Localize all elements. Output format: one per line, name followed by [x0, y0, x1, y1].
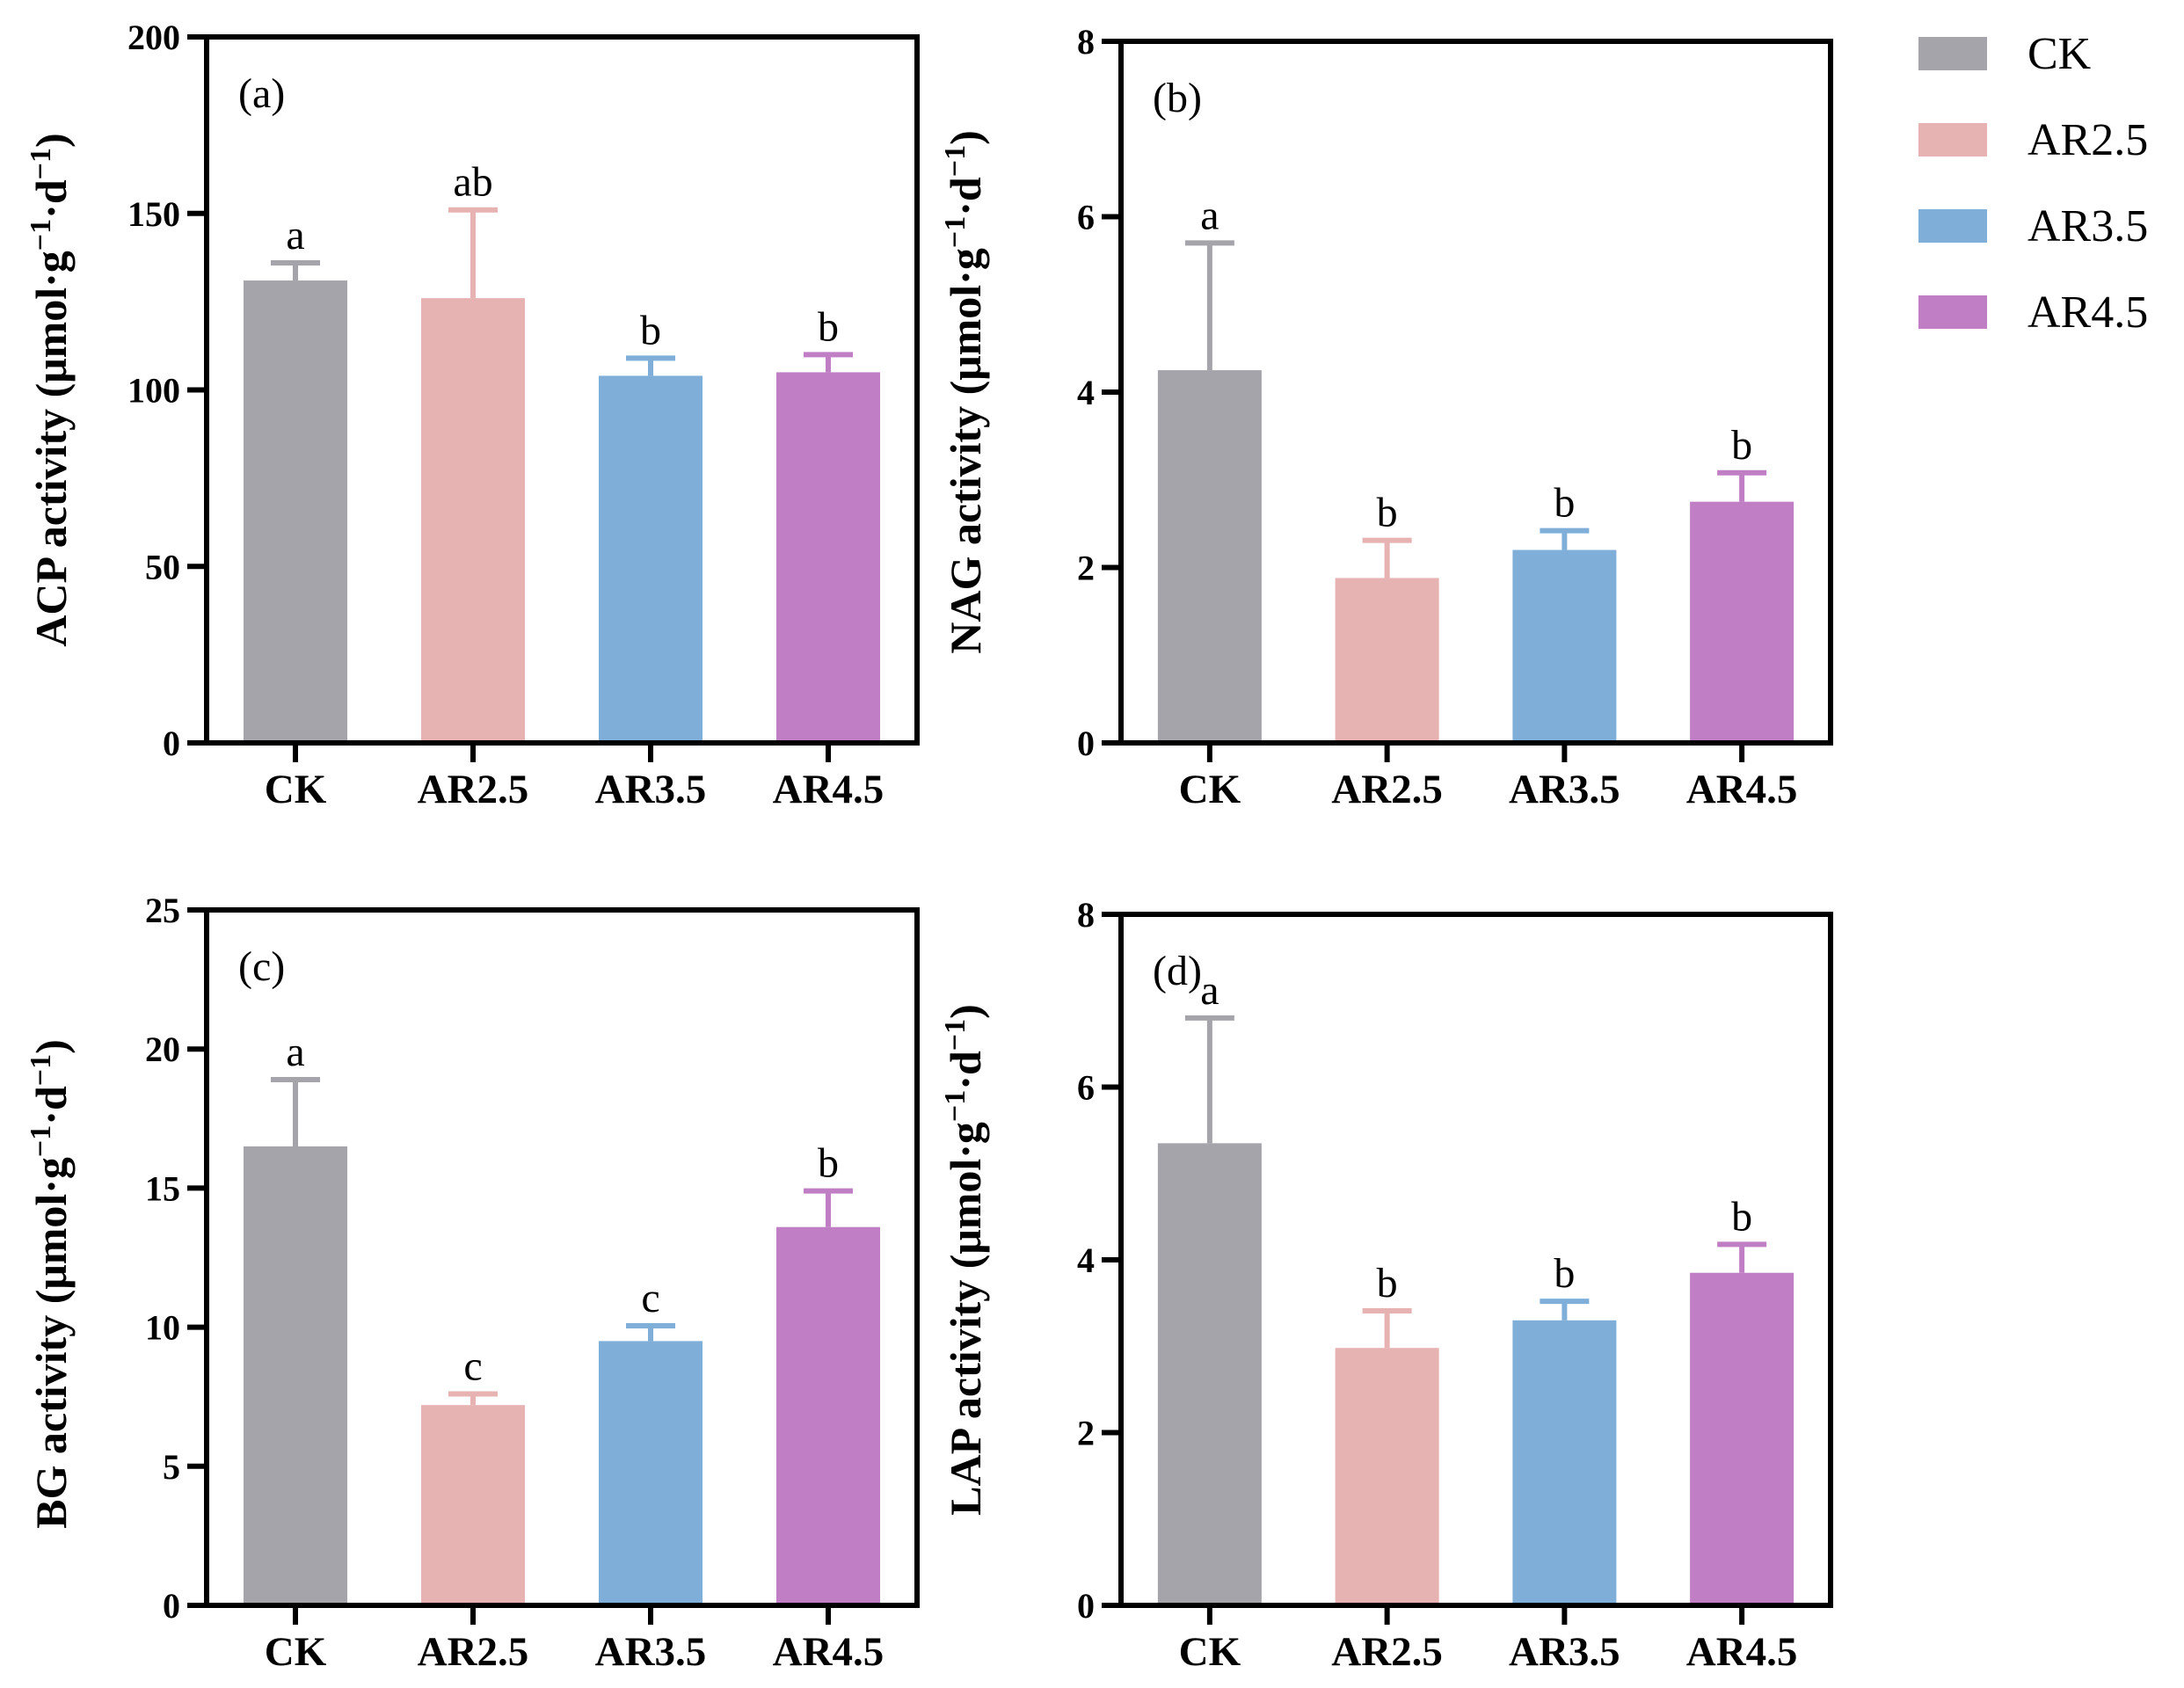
x-tick-label: AR4.5	[1686, 767, 1798, 812]
significance-label: b	[1731, 422, 1752, 469]
legend-item: CK	[1918, 29, 2092, 79]
significance-label: ab	[453, 159, 492, 206]
significance-label: c	[463, 1343, 482, 1390]
y-tick-label: 2	[1077, 1414, 1095, 1453]
y-tick-label: 4	[1077, 1241, 1095, 1280]
y-tick-label: 4	[1077, 373, 1095, 412]
panel-b: a b b b 0 2 4 6 8 CK AR2.5 AR3.5 AR4.5 (b) NAG activit…	[939, 22, 1833, 812]
bar-ck	[244, 280, 347, 743]
significance-label: b	[1377, 1260, 1398, 1306]
y-tick-label: 5	[163, 1447, 180, 1487]
y-tick-label: 8	[1077, 895, 1095, 935]
y-tick-label: 15	[145, 1168, 180, 1208]
x-tick-label: AR2.5	[1331, 1629, 1443, 1675]
x-tick-label: AR2.5	[418, 1629, 529, 1675]
x-tick-label: AR2.5	[1331, 767, 1443, 812]
bar-ar25	[1335, 578, 1439, 743]
y-tick-label: 2	[1077, 549, 1095, 588]
bar-ar35	[1512, 549, 1617, 743]
y-tick-label: 0	[1077, 1586, 1095, 1626]
bar-ar45	[1690, 501, 1795, 743]
significance-label: a	[1200, 192, 1219, 238]
x-tick-label: AR4.5	[773, 767, 885, 812]
bar-ar25	[1335, 1348, 1439, 1605]
axis-frame	[204, 907, 920, 1608]
bar-ar45	[776, 1226, 880, 1605]
bar-ck	[1157, 370, 1262, 743]
y-axis-title: BG activity (μmol·g−1·d−1)	[25, 1039, 76, 1529]
significance-label: b	[640, 307, 661, 353]
legend-swatch	[1918, 209, 1987, 243]
y-tick-label: 8	[1077, 22, 1095, 62]
legend-swatch	[1918, 295, 1987, 329]
x-tick-label: CK	[1179, 767, 1241, 812]
significance-label: a	[286, 212, 304, 258]
significance-label: b	[1554, 480, 1575, 527]
y-tick-label: 100	[127, 371, 180, 411]
x-tick-label: AR3.5	[1509, 767, 1620, 812]
y-axis-title: ACP activity (μmol·g−1·d−1)	[25, 133, 76, 646]
significance-label: a	[286, 1029, 304, 1075]
legend-swatch	[1918, 123, 1987, 156]
bar-ar45	[776, 372, 880, 743]
significance-label: a	[1200, 967, 1219, 1014]
legend-label: AR4.5	[2027, 287, 2148, 338]
bar-ar35	[599, 375, 703, 743]
bar-ar35	[1512, 1320, 1617, 1605]
legend-item: AR3.5	[1918, 201, 2148, 251]
x-tick-label: CK	[265, 767, 327, 812]
x-tick-label: CK	[1179, 1629, 1241, 1675]
panel-letter: (d)	[1153, 948, 1202, 994]
x-tick-label: AR2.5	[418, 767, 529, 812]
significance-label: b	[1554, 1250, 1575, 1297]
y-tick-label: 150	[127, 194, 180, 234]
y-tick-label: 10	[145, 1308, 180, 1348]
legend-label: CK	[2027, 29, 2092, 79]
panel-letter: (b)	[1153, 75, 1202, 121]
y-tick-label: 25	[145, 891, 180, 930]
panel-letter: (c)	[238, 943, 285, 990]
x-tick-label: AR3.5	[595, 1629, 707, 1675]
legend-item: AR4.5	[1918, 287, 2148, 338]
significance-label: c	[641, 1275, 659, 1321]
bar-ck	[1157, 1143, 1262, 1605]
y-tick-label: 0	[163, 724, 180, 763]
legend: CK AR2.5 AR3.5 AR4.5	[1918, 29, 2148, 338]
x-tick-label: CK	[265, 1629, 327, 1675]
x-tick-label: AR4.5	[773, 1629, 885, 1675]
panel-letter: (a)	[238, 70, 285, 117]
y-tick-label: 20	[145, 1030, 180, 1069]
legend-label: AR3.5	[2027, 201, 2148, 251]
y-axis-title: LAP activity (μmol·g−1·d−1)	[939, 1004, 990, 1516]
panel-a: a ab b b 0 50 100 150 200 CK AR2.5 AR3.5 AR4.5 (a) ACP…	[25, 18, 920, 812]
significance-label: b	[818, 1140, 839, 1187]
y-tick-label: 6	[1077, 198, 1095, 237]
legend-label: AR2.5	[2027, 115, 2148, 165]
y-tick-label: 50	[145, 547, 180, 586]
bar-ar25	[421, 1405, 525, 1605]
y-tick-label: 6	[1077, 1068, 1095, 1108]
legend-item: AR2.5	[1918, 115, 2148, 165]
panel-c: a c c b 0 5 10 15 20 25 CK AR2.5 AR3.5 AR4.5 (c) BG act…	[25, 891, 920, 1675]
bar-ar45	[1690, 1272, 1795, 1605]
x-tick-label: AR4.5	[1686, 1629, 1798, 1675]
bar-ck	[244, 1146, 347, 1605]
y-tick-label: 200	[127, 18, 180, 57]
bar-ar25	[421, 298, 525, 743]
bar-ar35	[599, 1341, 703, 1605]
y-tick-label: 0	[1077, 724, 1095, 763]
x-tick-label: AR3.5	[595, 767, 707, 812]
y-tick-label: 0	[163, 1586, 180, 1626]
panel-d: a b b b 0 2 4 6 8 CK AR2.5 AR3.5 AR4.5 (d) LAP activit…	[939, 895, 1833, 1675]
significance-label: b	[818, 303, 839, 350]
x-tick-label: AR3.5	[1509, 1629, 1620, 1675]
significance-label: b	[1377, 490, 1398, 536]
y-axis-title: NAG activity (μmol·g−1·d−1)	[939, 130, 990, 654]
significance-label: b	[1731, 1193, 1752, 1240]
legend-swatch	[1918, 37, 1987, 70]
